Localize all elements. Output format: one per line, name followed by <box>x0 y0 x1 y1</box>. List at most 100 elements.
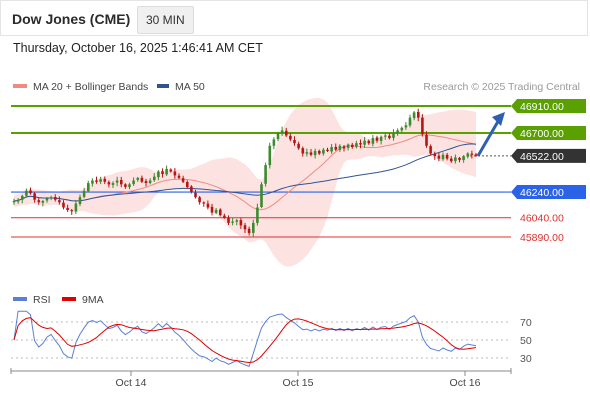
candle-body <box>74 203 78 212</box>
candle <box>41 199 45 207</box>
candle-body <box>408 117 412 126</box>
candle <box>429 144 432 155</box>
candle <box>49 195 53 201</box>
candle-body <box>186 182 189 187</box>
watermark: Research © 2025 Trading Central <box>423 81 580 93</box>
level-label-box-46240 <box>511 185 586 200</box>
candle-body <box>111 183 115 185</box>
candle <box>289 133 292 142</box>
candle <box>396 128 399 136</box>
candle-body <box>285 130 288 136</box>
candle <box>421 114 424 137</box>
candle-body <box>66 207 69 210</box>
candle-body <box>272 139 276 146</box>
candle-body <box>239 220 243 226</box>
candle-body <box>198 197 201 203</box>
candle-body <box>355 143 358 147</box>
candle <box>466 152 470 159</box>
candle-body <box>29 190 32 194</box>
candle-body <box>425 134 428 146</box>
level-label-box-46910 <box>511 99 586 113</box>
candle <box>355 140 358 149</box>
candle-body <box>437 155 441 159</box>
candle-body <box>136 177 140 180</box>
candle-body <box>103 178 107 182</box>
candle <box>408 114 412 128</box>
candle-body <box>256 207 259 223</box>
candle <box>371 135 375 147</box>
candle-body <box>235 220 239 222</box>
candle <box>445 152 449 161</box>
candle <box>404 122 408 130</box>
legend-rsi-ma-swatch <box>62 297 76 301</box>
level-label-text-46700: 46700.00 <box>520 128 564 140</box>
level-label-text-46040: 46040.00 <box>520 213 564 225</box>
candle-body <box>470 153 474 155</box>
candle-body <box>388 135 391 139</box>
candle <box>412 110 416 121</box>
candle-body <box>70 210 74 212</box>
candle-body <box>392 133 395 138</box>
candle <box>58 196 61 205</box>
candle-body <box>462 156 465 160</box>
candle <box>74 200 78 215</box>
candle-body <box>421 117 424 135</box>
x-tick-label: Oct 15 <box>283 377 314 389</box>
rsi-panel: 70 50 30 <box>11 310 532 368</box>
candle <box>363 136 366 148</box>
candle-body <box>433 153 437 157</box>
candle <box>153 173 156 182</box>
candle <box>25 188 28 198</box>
candle <box>301 146 305 157</box>
candle <box>157 170 160 181</box>
candle-body <box>375 137 379 141</box>
candle-body <box>412 112 416 119</box>
candle-body <box>243 225 247 230</box>
candle-body <box>289 135 292 140</box>
candle <box>227 215 230 225</box>
candle-body <box>260 184 263 207</box>
candle <box>99 176 102 185</box>
level-label-text-46910: 46910.00 <box>520 101 564 113</box>
candle <box>12 198 16 205</box>
candle-body <box>359 143 362 145</box>
legend-ma50-label: MA 50 <box>175 81 205 93</box>
candle-body <box>173 171 177 176</box>
candle <box>330 143 333 154</box>
candle-body <box>219 209 222 216</box>
candle-body <box>194 192 197 198</box>
candle-body <box>169 169 173 172</box>
candle-body <box>99 179 102 182</box>
candle <box>450 155 453 163</box>
candle <box>190 185 193 194</box>
candle <box>128 182 131 190</box>
candle <box>470 150 474 159</box>
candle-body <box>62 202 65 208</box>
candle-body <box>264 165 267 184</box>
candle <box>198 195 201 205</box>
candle-body <box>128 184 131 188</box>
candle <box>124 183 127 189</box>
candle-body <box>305 152 309 154</box>
forecast-arrow <box>476 112 505 157</box>
candle <box>247 226 251 236</box>
candle-body <box>82 190 86 197</box>
timestamp: Thursday, October 16, 2025 1:46:41 AM CE… <box>13 41 263 55</box>
candle <box>388 133 391 140</box>
candle <box>132 177 135 186</box>
candle-body <box>37 200 41 203</box>
interval-button[interactable]: 30 MIN <box>137 6 194 34</box>
candle-body <box>330 147 333 152</box>
candle <box>91 178 94 187</box>
candle-body <box>25 190 28 196</box>
candle-body <box>87 183 90 192</box>
candle-body <box>144 181 148 183</box>
candle <box>169 168 173 173</box>
arrow-head <box>492 112 505 126</box>
candle-body <box>153 176 156 181</box>
candle-body <box>202 202 206 204</box>
candle-body <box>384 135 387 137</box>
candle <box>474 152 478 157</box>
legend-ma50-swatch <box>157 84 169 88</box>
candle <box>309 148 313 157</box>
